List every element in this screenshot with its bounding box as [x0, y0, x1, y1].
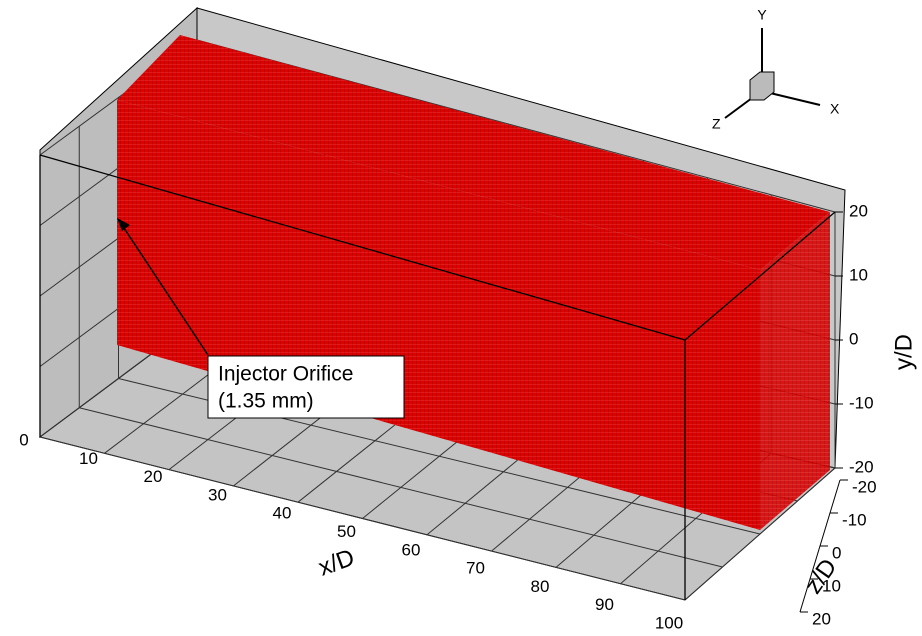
triad-axis: [725, 98, 752, 118]
x-tick-label: 40: [273, 504, 292, 523]
x-tick-label: 10: [79, 449, 98, 468]
y-tick-label: -20: [849, 457, 874, 476]
triad-label: Z: [712, 116, 721, 132]
x-tick-label: 0: [19, 430, 28, 449]
x-tick-label: 30: [208, 485, 227, 504]
x-tick-label: 80: [531, 577, 550, 596]
orientation-triad: Y X Z: [712, 7, 840, 132]
y-tick-label: 0: [849, 329, 858, 348]
x-tick-label: 60: [402, 540, 421, 559]
triad-label: Y: [757, 7, 767, 23]
x-tick-label: 70: [466, 559, 485, 578]
x-tick-label: 100: [655, 613, 683, 632]
x-tick-label: 20: [144, 467, 163, 486]
triad-cube: [750, 72, 774, 100]
z-tick-label: 20: [812, 609, 831, 628]
x-tick-label: 50: [337, 522, 356, 541]
z-tick-label: 0: [832, 543, 841, 562]
triad-axis: [770, 93, 820, 105]
triad-label: X: [830, 101, 840, 117]
annotation-line: Injector Orifice: [218, 363, 353, 386]
x-tick-label: 90: [595, 595, 614, 614]
x-axis-title: x/D: [315, 544, 358, 582]
y-tick-label: 20: [849, 201, 868, 220]
y-tick-label: -10: [849, 393, 874, 412]
annotation-line: (1.35 mm): [218, 390, 314, 413]
y-axis-title: y/D: [890, 334, 917, 370]
z-tick-label: -20: [852, 477, 877, 496]
plot: Injector Orifice (1.35 mm) 0 10 20 30 40 50 60…: [0, 0, 922, 636]
z-tick-label: -10: [842, 510, 867, 529]
y-tick-label: 10: [849, 265, 868, 284]
